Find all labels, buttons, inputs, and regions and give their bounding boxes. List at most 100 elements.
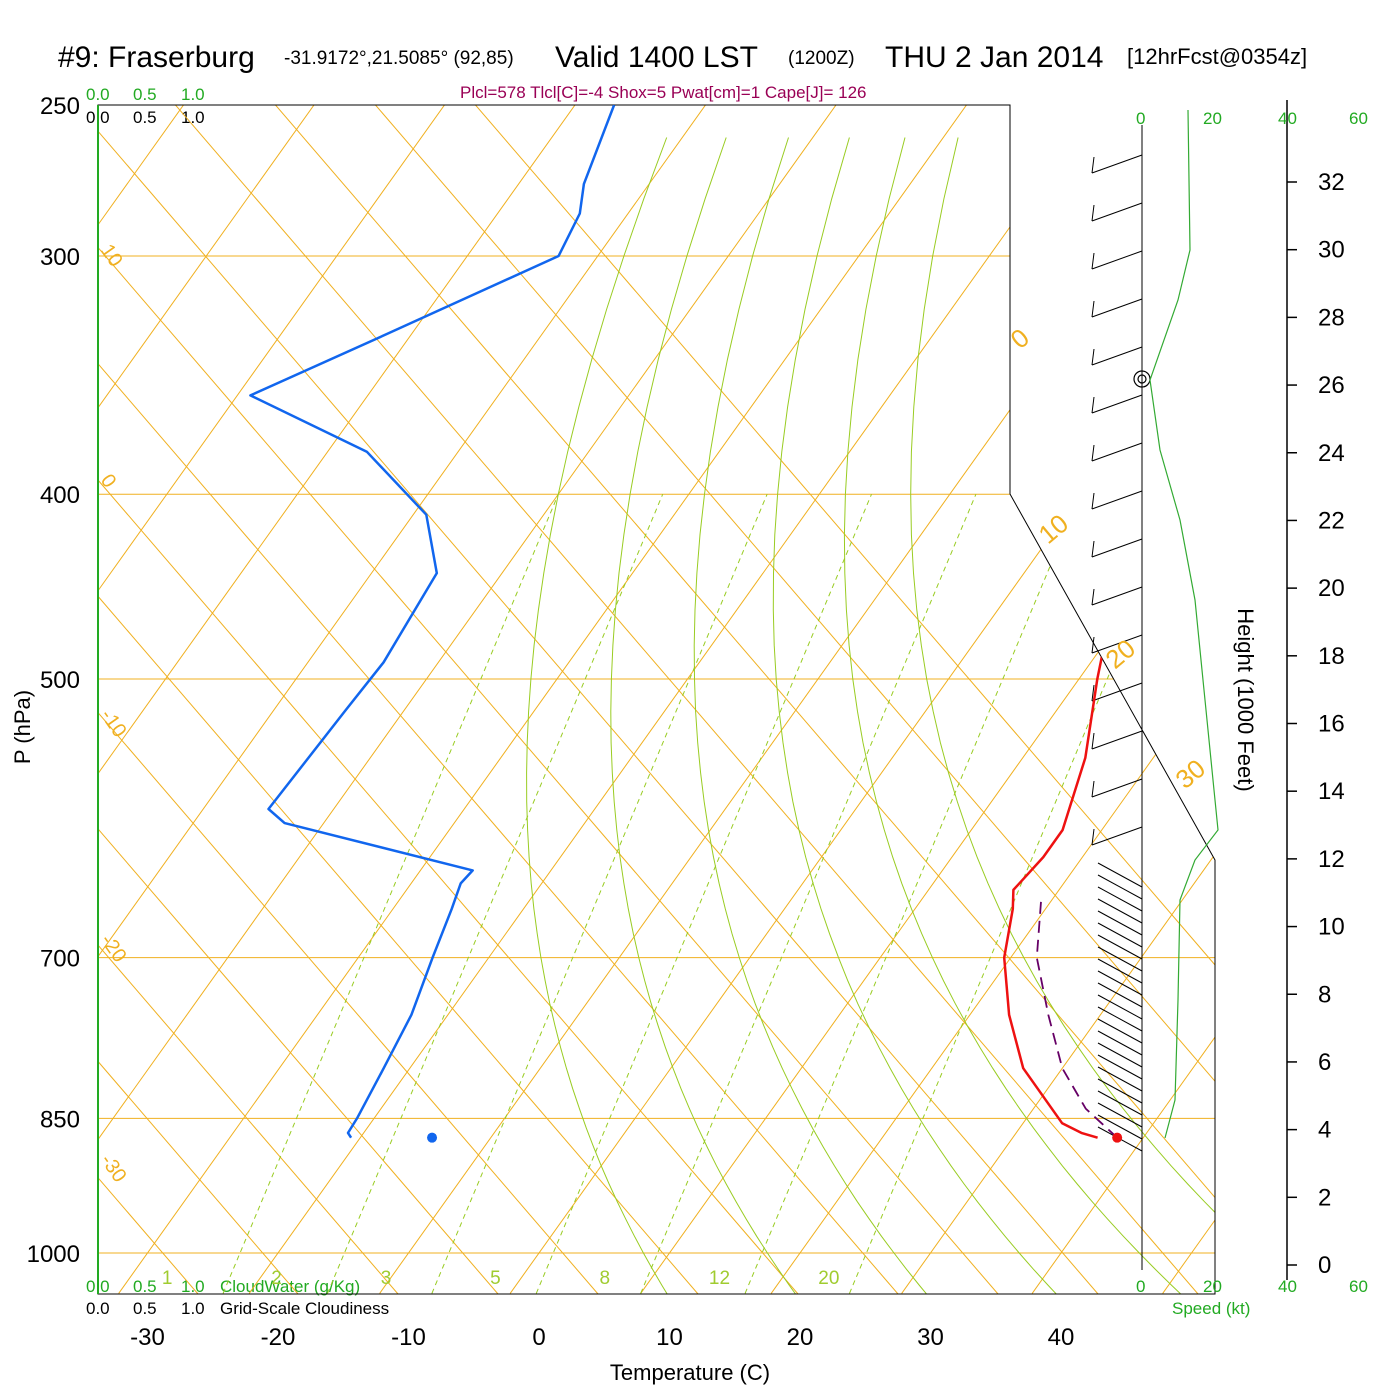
cloud-scale-top: 0.0 0.5 1.0 0.0 0.5 1.0 (86, 85, 205, 127)
wind-barb-icon (1097, 1030, 1143, 1056)
isotherm-line (1162, 105, 1215, 1294)
valid-time: Valid 1400 LST (555, 41, 758, 74)
wind-barb-icon (1091, 778, 1143, 798)
axis-ticks: 1 2 3 5 8 12 20-30 -20 -10 0 10 20 30 402503004005007… (27, 93, 1345, 1351)
sounding-params: Plcl=578 Tlcl[C]=-4 Shox=5 Pwat[cm]=1 Ca… (460, 83, 867, 102)
wind-barb-icon (1097, 958, 1143, 984)
cloudwater-tick: 0.5 (133, 1277, 157, 1296)
pressure-tick-label: 250 (40, 93, 80, 120)
moist-adiabat-line (772, 137, 1064, 1294)
dry-adiabat-line (98, 105, 799, 1294)
wind-barb-icon (1097, 862, 1143, 888)
pressure-tick-label: 300 (40, 244, 80, 271)
wind-barb-icon (1097, 1114, 1143, 1140)
mixing-ratio-label: 3 (381, 1268, 392, 1289)
mixing-ratio-line (744, 494, 1081, 1294)
isotherm-line (509, 105, 1215, 1294)
isotherm-line (98, 105, 600, 1294)
wind-barb-icon (1097, 1054, 1143, 1080)
wind-barb-icon (1097, 1090, 1143, 1116)
isotherm-line (770, 105, 1215, 1294)
mixing-ratio-line (327, 494, 664, 1294)
speed-tick: 20 (1203, 109, 1222, 128)
dry-adiabat-line (98, 105, 299, 1294)
wind-barb-icon (1091, 730, 1143, 750)
dry-adiabat-line (98, 105, 399, 1294)
wind-barb-icon (1091, 298, 1143, 318)
wind-barb-icon (1091, 682, 1143, 702)
pressure-tick-label: 1000 (27, 1241, 80, 1268)
isotherm-line (98, 105, 339, 1294)
cloudwater-label: CloudWater (g/Kg) (220, 1277, 360, 1296)
isotherm-line (118, 105, 992, 1294)
height-tick-label: 20 (1318, 575, 1345, 602)
surface-temperature-marker (1112, 1132, 1123, 1143)
wind-barb-icon (1091, 154, 1143, 174)
dewpoint-line (249, 105, 616, 1139)
speed-tick: 60 (1349, 109, 1368, 128)
wind-barb-icon (1091, 394, 1143, 414)
wind-barb-icon (1091, 202, 1143, 222)
wind-barbs (1091, 154, 1143, 1152)
moist-adiabat-line (910, 137, 1215, 1294)
y-axis-label: P (hPa) (10, 690, 35, 764)
cloudiness-tick: 0.5 (133, 108, 157, 127)
pressure-tick-label: 400 (40, 482, 80, 509)
isotherm-label: -20 (96, 930, 131, 966)
wind-barb-flag-icon (1091, 684, 1095, 702)
forecast-info: [12hrFcst@0354z] (1127, 44, 1307, 69)
wind-barb-flag-icon (1091, 828, 1095, 846)
x-tick-label: -10 (391, 1324, 426, 1351)
station-coords: -31.9172°,21.5085° (92,85) (284, 48, 514, 69)
wind-barb-icon (1097, 1066, 1143, 1092)
moist-adiabat-line (843, 137, 1189, 1294)
dry-adiabat-line (98, 105, 899, 1294)
dry-adiabat-line (174, 105, 1199, 1294)
isotherm-line (98, 105, 470, 1294)
moist-adiabat-line (610, 137, 802, 1294)
cloudwater-tick: 0.0 (86, 85, 110, 104)
wind-barb-flag-icon (1091, 780, 1095, 798)
wind-barb-icon (1091, 346, 1143, 366)
isotherm-line (640, 105, 1215, 1294)
height-tick-label: 32 (1318, 169, 1345, 196)
sounding-series (249, 105, 1184, 1143)
wind-speed-line (1149, 109, 1219, 1139)
dry-adiabat-line (98, 105, 1099, 1294)
isotherm-line (1293, 71, 1400, 1293)
speed-tick: 0 (1136, 109, 1145, 128)
wind-barb-icon (1097, 922, 1143, 948)
wind-barb-flag-icon (1091, 492, 1095, 510)
speed-tick: 0 (1136, 1277, 1145, 1296)
isotherm-label-right: 30 (1170, 753, 1211, 795)
mixing-ratio-line (849, 494, 1186, 1294)
x-axis-label: Temperature (C) (610, 1360, 770, 1385)
background-lines (98, 71, 1400, 1294)
cloudiness-tick: 1.0 (181, 1299, 205, 1318)
height-tick-label: 30 (1318, 237, 1345, 264)
wind-barb-icon (1097, 1006, 1143, 1032)
wind-barb-icon (1097, 898, 1143, 924)
wind-barb-flag-icon (1091, 156, 1095, 174)
x-tick-label: -30 (130, 1324, 165, 1351)
speed-tick: 20 (1203, 1277, 1222, 1296)
mixing-ratio-line (222, 494, 559, 1294)
surface-wind-circle-inner-icon (1137, 374, 1147, 384)
cloudiness-tick: 1.0 (181, 108, 205, 127)
mixing-ratio-label: 8 (600, 1268, 611, 1289)
wind-barb-icon (1097, 982, 1143, 1008)
height-tick-label: 14 (1318, 778, 1345, 805)
wind-barb-flag-icon (1091, 540, 1095, 558)
moist-adiabat-line (526, 137, 673, 1294)
cloudiness-tick: 0.5 (133, 1299, 157, 1318)
height-tick-label: 16 (1318, 711, 1345, 738)
mixing-ratio-line (640, 494, 977, 1294)
height-tick-label: 2 (1318, 1184, 1331, 1211)
pressure-tick-label: 850 (40, 1106, 80, 1133)
utc-time: (1200Z) (788, 48, 855, 69)
wind-barb-icon (1097, 886, 1143, 912)
wind-barb-icon (1091, 442, 1143, 462)
isotherm-label: 0 (96, 470, 120, 492)
wind-barb-flag-icon (1091, 588, 1095, 606)
